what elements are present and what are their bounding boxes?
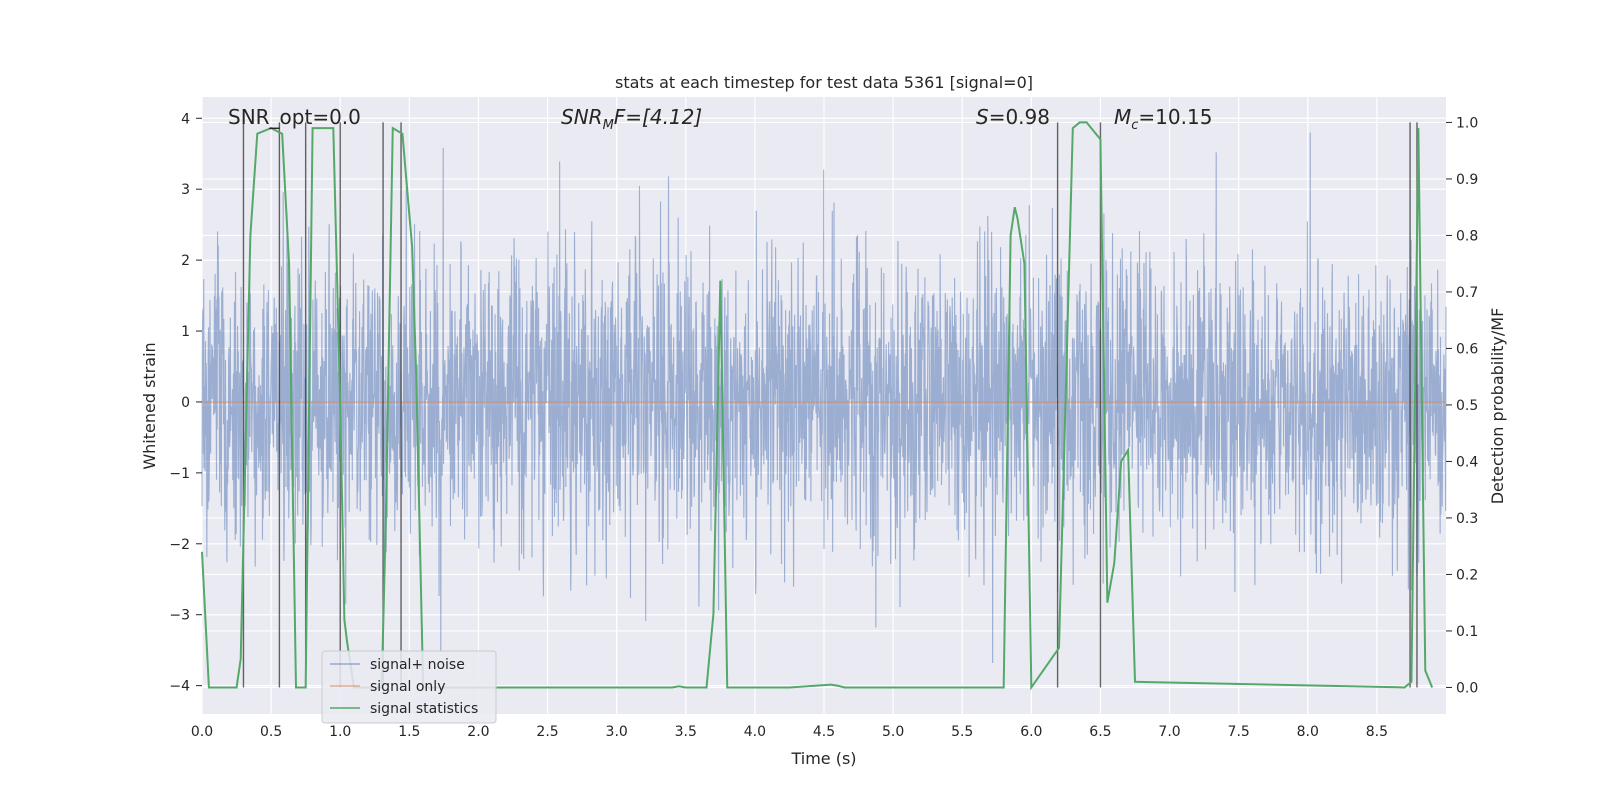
legend-label-signal-noise: signal+ noise <box>370 657 465 673</box>
signal-statistics-line <box>201 121 1434 691</box>
y-tick-label-right: 0.6 <box>1456 341 1478 357</box>
y-tick-label-left: −1 <box>169 466 190 482</box>
x-tick-label: 2.5 <box>536 724 558 740</box>
x-tick-label: 8.5 <box>1366 724 1388 740</box>
y-tick-label-left: −3 <box>169 608 190 624</box>
mc-italic: M <box>1114 105 1131 129</box>
x-tick-label: 4.0 <box>744 724 766 740</box>
x-tick-label: 1.0 <box>329 724 351 740</box>
x-axis-label: Time (s) <box>790 749 856 768</box>
legend-box <box>321 650 497 724</box>
y-tick-label-right: 0.1 <box>1456 624 1478 640</box>
x-axis: 0.0 0.5 1.0 1.5 2.0 2.5 3.0 3.5 4.0 4.5 5.0 5.5 6.0 6… <box>191 724 1388 740</box>
snr-mf-tail: F=[4.12] <box>614 105 702 129</box>
series-signal-noise <box>201 132 1447 664</box>
x-tick-label: 3.0 <box>606 724 628 740</box>
x-tick-label: 5.5 <box>951 724 973 740</box>
y-tick-label-left: 1 <box>181 324 190 340</box>
y-tick-label-right: 1.0 <box>1456 115 1478 131</box>
annotation-snr-opt: SNR_opt=0.0 <box>228 105 361 129</box>
y-axis-label-right: Detection probability/MF <box>1488 308 1507 505</box>
x-tick-label: 2.0 <box>467 724 489 740</box>
y-axis-right: 1.0 0.9 0.8 0.7 0.6 0.5 0.4 0.3 0.2 0.1 0.0 <box>1446 115 1478 696</box>
annotation-snr-mf: SNRMF=[4.12] <box>561 105 702 133</box>
x-tick-label: 0.0 <box>191 724 213 740</box>
y-tick-label-left: −4 <box>169 679 190 695</box>
chart-title: stats at each timestep for test data 536… <box>615 73 1033 92</box>
y-tick-label-right: 0.3 <box>1456 511 1478 527</box>
y-tick-label-right: 0.2 <box>1456 567 1478 583</box>
x-tick-label: 5.0 <box>882 724 904 740</box>
x-tick-label: 6.5 <box>1089 724 1111 740</box>
snr-mf-base: SNR <box>561 105 603 129</box>
y-axis-label-left: Whitened strain <box>140 342 159 469</box>
x-tick-label: 7.0 <box>1158 724 1180 740</box>
y-tick-label-left: 3 <box>181 182 190 198</box>
series-signal-statistics <box>201 121 1434 691</box>
x-tick-label: 1.5 <box>398 724 420 740</box>
x-tick-label: 0.5 <box>260 724 282 740</box>
x-tick-label: 7.5 <box>1228 724 1250 740</box>
legend: signal+ noise signal only signal statist… <box>321 650 497 724</box>
x-tick-label: 6.0 <box>1020 724 1042 740</box>
s-italic: S <box>976 105 989 129</box>
y-tick-label-right: 0.9 <box>1456 172 1478 188</box>
mc-tail: =10.15 <box>1138 105 1212 129</box>
legend-label-signal-statistics: signal statistics <box>370 701 478 717</box>
y-tick-label-left: 2 <box>181 253 190 269</box>
y-tick-label-right: 0.0 <box>1456 680 1478 696</box>
y-tick-label-right: 0.7 <box>1456 285 1478 301</box>
y-tick-label-right: 0.4 <box>1456 454 1478 470</box>
y-tick-label-left: 4 <box>181 111 190 127</box>
s-tail: =0.98 <box>989 105 1050 129</box>
mc-sub: c <box>1131 118 1138 133</box>
signal-noise-line <box>201 132 1447 664</box>
y-tick-label-left: −2 <box>169 537 190 553</box>
legend-label-signal-only: signal only <box>370 679 445 695</box>
y-tick-label-left: 0 <box>181 395 190 411</box>
annotation-mc: Mc=10.15 <box>1114 105 1212 133</box>
y-tick-label-right: 0.8 <box>1456 228 1478 244</box>
y-axis-left: 4 3 2 1 0 −1 −2 −3 −4 <box>169 111 202 695</box>
annotation-s: S=0.98 <box>976 105 1050 129</box>
x-tick-label: 3.5 <box>675 724 697 740</box>
y-tick-label-right: 0.5 <box>1456 398 1478 414</box>
x-tick-label: 8.0 <box>1297 724 1319 740</box>
snr-mf-sub: M <box>603 118 614 133</box>
x-tick-label: 4.5 <box>813 724 835 740</box>
